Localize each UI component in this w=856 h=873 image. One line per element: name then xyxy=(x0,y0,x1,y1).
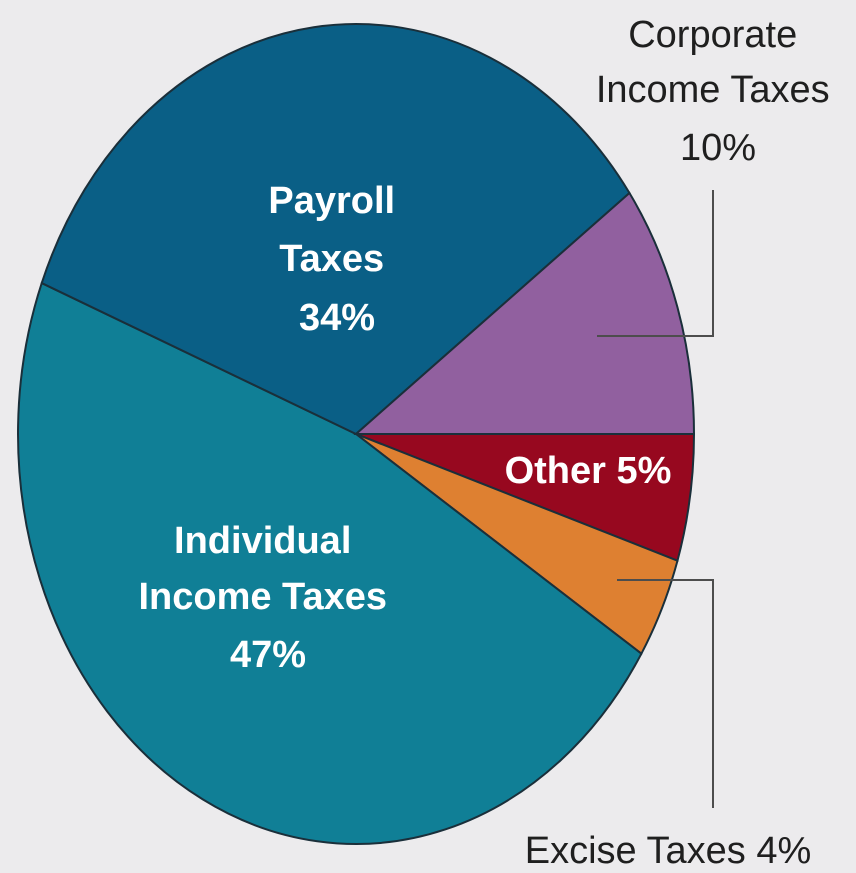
slice-payroll-taxes xyxy=(40,23,631,436)
label-individual-line-2: Income Taxes xyxy=(138,576,387,618)
label-payroll-taxes: Payroll Taxes 34% xyxy=(268,180,405,339)
label-payroll-line-2: Taxes xyxy=(279,238,384,280)
label-corporate-line-2: Income Taxes xyxy=(596,69,830,111)
slice-corporate-income-taxes xyxy=(353,191,696,435)
label-individual-income-taxes: Individual Income Taxes 47% xyxy=(138,520,397,676)
corporate-leader-line xyxy=(597,190,714,337)
label-other: Other 5% xyxy=(505,450,672,492)
label-excise-taxes: Excise Taxes 4% xyxy=(525,830,812,872)
excise-leader-line xyxy=(617,579,714,808)
label-payroll-line-1: Payroll xyxy=(268,180,395,222)
pie-slices xyxy=(17,23,696,845)
label-payroll-line-3: 34% xyxy=(299,297,375,339)
label-individual-line-1: Individual xyxy=(174,520,351,562)
label-corporate-line-1: Corporate xyxy=(628,14,797,56)
label-corporate-income-taxes: Corporate Income Taxes 10% xyxy=(596,14,840,169)
label-corporate-line-3: 10% xyxy=(680,127,756,169)
label-individual-line-3: 47% xyxy=(230,634,306,676)
slice-individual-income-taxes xyxy=(17,281,643,845)
